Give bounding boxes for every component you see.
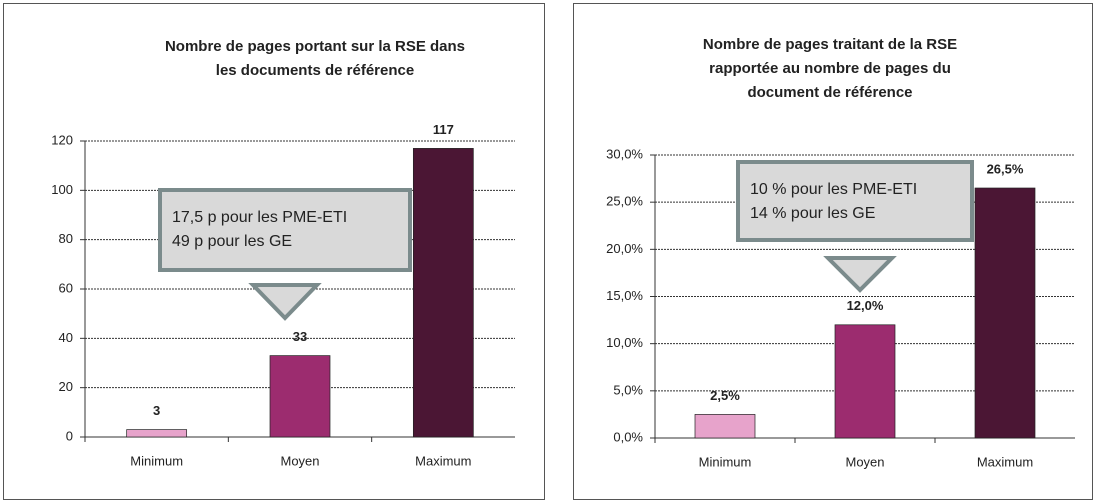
y-tick-label: 60: [59, 280, 73, 295]
data-label: 3: [153, 403, 160, 418]
bar: [834, 324, 896, 439]
bar: [126, 429, 188, 438]
bar: [412, 148, 474, 438]
y-tick-label: 0,0%: [613, 429, 643, 444]
callout-text: 10 % pour les PME-ETI: [750, 181, 917, 198]
y-tick-label: 100: [51, 182, 73, 197]
y-tick-label: 30,0%: [606, 146, 643, 161]
bar: [269, 355, 331, 438]
x-tick-label: Minimum: [699, 454, 752, 469]
chart-title: Nombre de pages traitant de la RSE: [703, 36, 957, 53]
y-tick-label: 25,0%: [606, 194, 643, 209]
x-tick-label: Maximum: [977, 454, 1033, 469]
data-label: 33: [293, 329, 307, 344]
chart-title: les documents de référence: [216, 62, 414, 79]
callout-arrow: [823, 256, 897, 293]
data-label: 2,5%: [710, 388, 740, 403]
y-tick-label: 40: [59, 330, 73, 345]
y-tick-label: 120: [51, 132, 73, 147]
callout-arrow: [248, 283, 322, 321]
callout-text: 49 p pour les GE: [172, 233, 292, 250]
chart-title: Nombre de pages portant sur la RSE dans: [165, 38, 465, 55]
x-tick-label: Moyen: [280, 453, 319, 468]
data-label: 12,0%: [847, 298, 884, 313]
data-label: 26,5%: [987, 161, 1024, 176]
y-tick-label: 80: [59, 231, 73, 246]
y-tick-label: 10,0%: [606, 335, 643, 350]
chart-title: rapportée au nombre de pages du: [709, 60, 951, 77]
y-tick-label: 5,0%: [613, 382, 643, 397]
callout-box: [736, 160, 974, 242]
x-tick-label: Minimum: [130, 453, 183, 468]
bar: [974, 187, 1036, 439]
x-tick-label: Moyen: [845, 454, 884, 469]
x-tick-label: Maximum: [415, 453, 471, 468]
chart-frame: [3, 3, 545, 500]
chart-frame: [573, 3, 1093, 500]
data-label: 117: [433, 122, 454, 137]
y-tick-label: 20,0%: [606, 241, 643, 256]
callout-text: 14 % pour les GE: [750, 205, 875, 222]
callout-text: 17,5 p pour les PME-ETI: [172, 209, 347, 226]
y-tick-label: 0: [66, 428, 73, 443]
callout-box: [158, 188, 412, 272]
y-tick-label: 20: [59, 379, 73, 394]
chart-title: document de référence: [747, 84, 912, 101]
bar: [694, 414, 756, 439]
y-tick-label: 15,0%: [606, 288, 643, 303]
